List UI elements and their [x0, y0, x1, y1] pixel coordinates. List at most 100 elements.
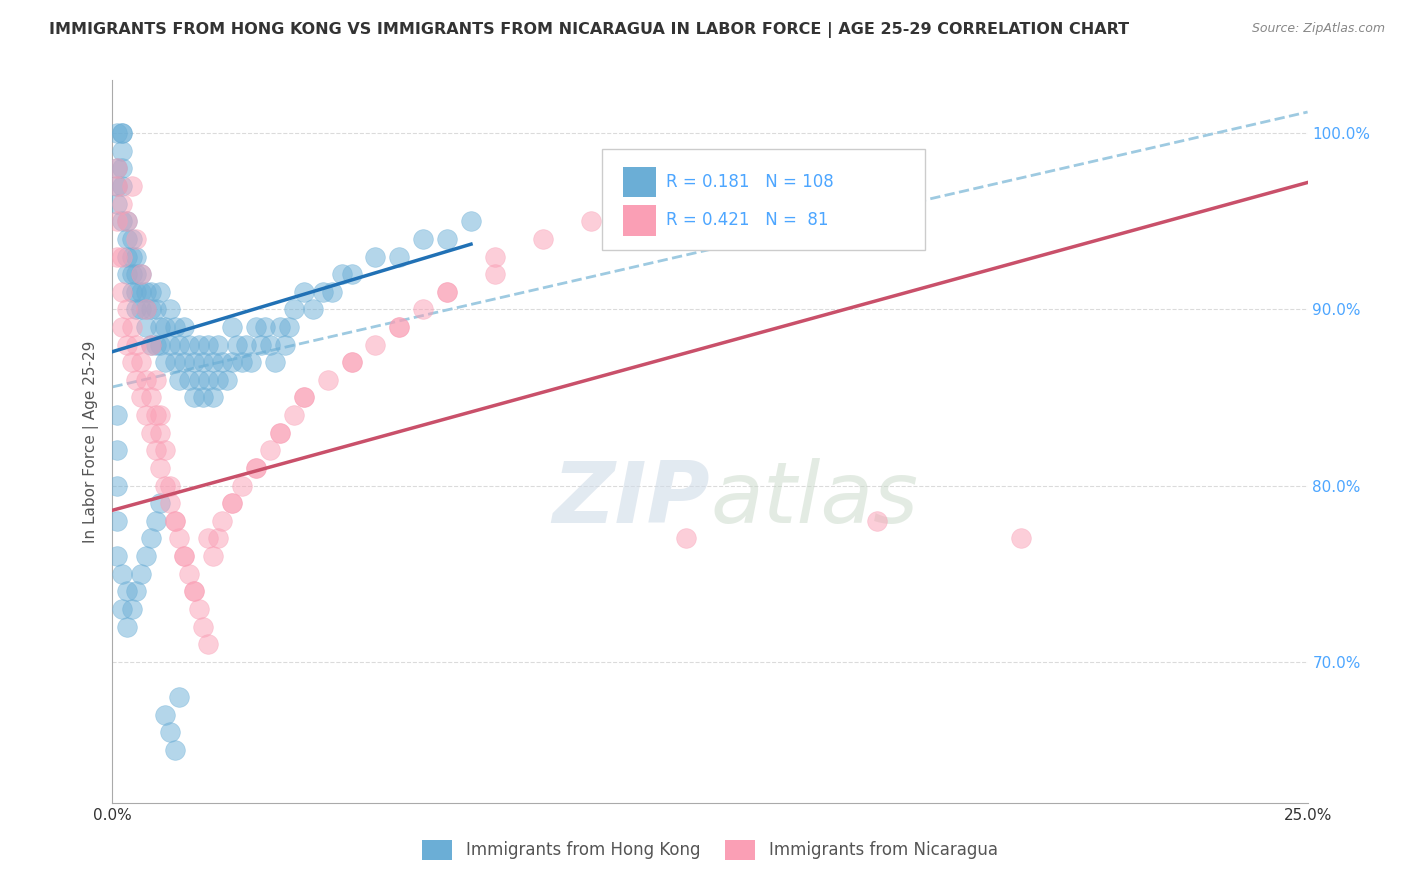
Point: [388, 250, 411, 264]
Point: [105, 478, 128, 492]
Point: [159, 337, 181, 351]
Point: [183, 584, 205, 599]
Point: [207, 532, 229, 546]
Point: [259, 337, 281, 351]
Point: [177, 373, 200, 387]
Point: [111, 214, 134, 228]
Point: [149, 425, 172, 440]
Point: [139, 302, 162, 317]
Point: [163, 743, 186, 757]
Point: [866, 179, 889, 194]
Point: [412, 302, 434, 317]
Point: [340, 267, 363, 281]
Text: ZIP: ZIP: [553, 458, 710, 541]
Point: [111, 161, 134, 176]
Point: [159, 478, 181, 492]
Point: [283, 408, 305, 422]
Point: [231, 478, 253, 492]
Point: [312, 285, 335, 299]
Point: [125, 302, 148, 317]
Text: IMMIGRANTS FROM HONG KONG VS IMMIGRANTS FROM NICARAGUA IN LABOR FORCE | AGE 25-2: IMMIGRANTS FROM HONG KONG VS IMMIGRANTS …: [49, 22, 1129, 38]
Point: [139, 425, 162, 440]
Point: [292, 391, 315, 405]
Point: [245, 320, 267, 334]
Point: [173, 320, 195, 334]
Point: [115, 214, 138, 228]
Point: [129, 302, 152, 317]
Point: [259, 443, 281, 458]
Point: [139, 391, 162, 405]
Point: [125, 285, 148, 299]
Point: [197, 337, 219, 351]
FancyBboxPatch shape: [623, 205, 657, 235]
Point: [269, 425, 291, 440]
Point: [531, 232, 554, 246]
Point: [245, 461, 267, 475]
Point: [149, 320, 172, 334]
Point: [221, 355, 243, 369]
Point: [125, 337, 148, 351]
Point: [149, 461, 172, 475]
Point: [105, 214, 128, 228]
Point: [105, 549, 128, 563]
Point: [321, 285, 343, 299]
Point: [111, 602, 134, 616]
Point: [105, 514, 128, 528]
Point: [153, 707, 176, 722]
Point: [135, 408, 157, 422]
Point: [235, 337, 257, 351]
Point: [145, 514, 167, 528]
Point: [207, 373, 229, 387]
Point: [121, 602, 143, 616]
Point: [153, 355, 176, 369]
Text: atlas: atlas: [710, 458, 918, 541]
Point: [139, 337, 162, 351]
Point: [159, 725, 181, 739]
Point: [579, 214, 602, 228]
Point: [135, 302, 157, 317]
Point: [145, 302, 167, 317]
Point: [169, 337, 191, 351]
Point: [105, 179, 128, 194]
Point: [187, 602, 209, 616]
Point: [111, 126, 134, 140]
Point: [436, 232, 458, 246]
Point: [273, 337, 295, 351]
Point: [207, 337, 229, 351]
Point: [111, 320, 134, 334]
Point: [135, 302, 157, 317]
Y-axis label: In Labor Force | Age 25-29: In Labor Force | Age 25-29: [83, 341, 98, 542]
Point: [105, 250, 128, 264]
Point: [364, 250, 387, 264]
Point: [388, 320, 411, 334]
Point: [330, 267, 353, 281]
Point: [173, 355, 195, 369]
Point: [111, 250, 134, 264]
Point: [193, 355, 215, 369]
Point: [105, 443, 128, 458]
Point: [388, 320, 411, 334]
Point: [484, 250, 506, 264]
Point: [201, 549, 224, 563]
Point: [264, 355, 287, 369]
Point: [183, 584, 205, 599]
Point: [197, 532, 219, 546]
Point: [269, 320, 291, 334]
Point: [139, 285, 162, 299]
Point: [145, 337, 167, 351]
Point: [111, 196, 134, 211]
Point: [105, 161, 128, 176]
Point: [866, 514, 889, 528]
Point: [159, 496, 181, 510]
Point: [412, 232, 434, 246]
FancyBboxPatch shape: [603, 149, 925, 250]
Point: [129, 355, 152, 369]
Point: [302, 302, 325, 317]
Point: [153, 443, 176, 458]
Point: [159, 302, 181, 317]
Point: [149, 408, 172, 422]
Point: [125, 232, 148, 246]
Point: [193, 619, 215, 633]
Point: [115, 619, 138, 633]
Point: [187, 337, 209, 351]
